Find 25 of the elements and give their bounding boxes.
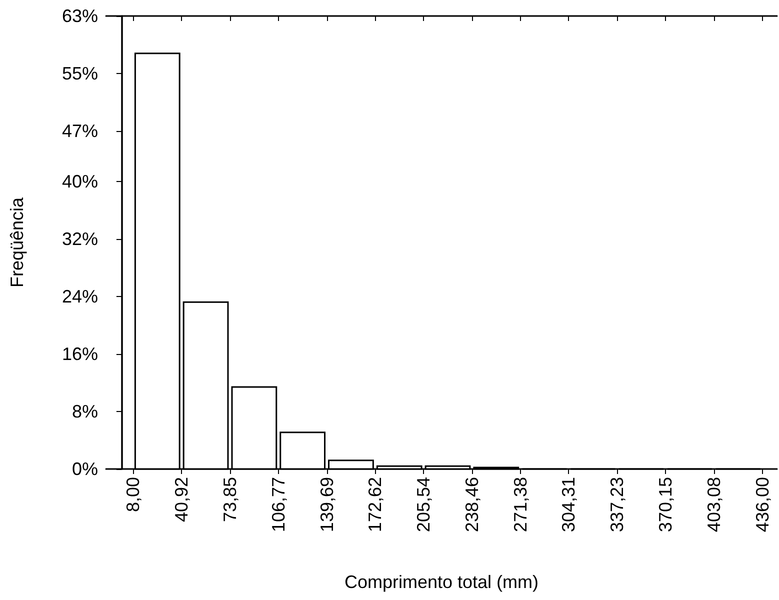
y-tick-label: 0%: [72, 459, 98, 479]
x-tick-label: 238,46: [462, 477, 482, 532]
x-tick-label: 139,69: [316, 477, 337, 532]
y-tick-label: 16%: [62, 344, 98, 364]
x-tick-label: 73,85: [220, 477, 240, 522]
x-tick-label: 106,77: [268, 477, 288, 532]
y-tick-label: 47%: [62, 121, 98, 142]
x-axis-title: Comprimento total (mm): [344, 572, 539, 592]
y-tick-label: 40%: [62, 171, 98, 192]
y-tick-label: 32%: [62, 228, 98, 249]
x-tick-label: 8,00: [123, 477, 144, 512]
x-tick-label: 271,38: [510, 477, 530, 532]
y-tick-label: 63%: [62, 6, 98, 26]
x-tick-label: 205,54: [414, 477, 434, 532]
x-tick-label: 370,15: [656, 477, 676, 532]
x-tick-label: 436,00: [752, 477, 772, 532]
y-tick-label: 55%: [62, 64, 98, 84]
x-tick-label: 40,92: [172, 477, 192, 522]
x-tick-label: 172,62: [365, 477, 386, 532]
x-tick-label: 337,23: [607, 477, 628, 532]
x-tick-label: 403,08: [704, 477, 724, 532]
y-axis-title: Freqüência: [7, 196, 27, 288]
x-tick-label: 304,31: [558, 477, 579, 532]
y-tick-label: 24%: [62, 286, 98, 306]
y-tick-label: 8%: [72, 401, 98, 422]
